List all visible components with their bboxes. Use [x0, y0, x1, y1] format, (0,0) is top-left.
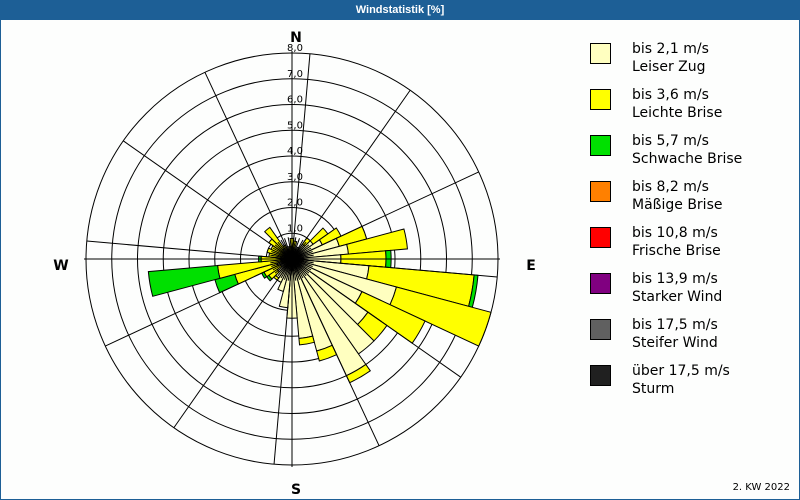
legend-swatch [590, 135, 611, 156]
grid-spoke [291, 89, 411, 260]
radial-tick-label: 8,0 [287, 43, 303, 54]
rose-segment [147, 264, 221, 297]
polar-spokes [84, 51, 500, 467]
legend-item-leiser-zug: bis 2,1 m/s Leiser Zug [590, 40, 790, 86]
grid-spoke [291, 258, 380, 446]
legend-label: Steifer Wind [632, 335, 718, 351]
legend-range: bis 2,1 m/s [632, 41, 709, 57]
grid-spoke [204, 72, 293, 260]
grid-spoke [105, 258, 293, 347]
legend-swatch [590, 43, 611, 64]
legend-item-maessige-brise: bis 8,2 m/s Mäßige Brise [590, 178, 790, 224]
legend-label: Schwache Brise [632, 151, 743, 167]
legend-item-frische-brise: bis 10,8 m/s Frische Brise [590, 224, 790, 270]
radial-tick-label: 5,0 [287, 120, 303, 131]
grid-spoke [291, 258, 462, 378]
grid-spoke [273, 258, 293, 465]
legend-item-starker-wind: bis 13,9 m/s Starker Wind [590, 270, 790, 316]
legend-range: bis 10,8 m/s [632, 225, 718, 241]
legend-swatch [590, 319, 611, 340]
legend-item-leichte-brise: bis 3,6 m/s Leichte Brise [590, 86, 790, 132]
legend-label: Mäßige Brise [632, 197, 723, 213]
legend-label: Frische Brise [632, 243, 721, 259]
compass-south-label: S [291, 482, 301, 498]
legend-range: bis 8,2 m/s [632, 179, 709, 195]
chart-title: Windstatistik [%] [0, 0, 800, 20]
legend-label: Starker Wind [632, 289, 723, 305]
legend-label: Leiser Zug [632, 59, 706, 75]
legend-label: Sturm [632, 381, 675, 397]
grid-spoke [291, 171, 479, 260]
radial-tick-label: 1,0 [287, 223, 303, 234]
rose-segment [346, 228, 408, 255]
rose-segment [389, 286, 492, 347]
radial-tick-label: 2,0 [287, 198, 303, 209]
radial-tick-label: 4,0 [287, 146, 303, 157]
legend-item-steifer-wind: bis 17,5 m/s Steifer Wind [590, 316, 790, 362]
grid-spoke [86, 240, 293, 260]
legend-range: bis 13,9 m/s [632, 271, 718, 287]
compass-north-label: N [290, 30, 302, 46]
grid-spoke [122, 140, 293, 260]
legend-swatch [590, 273, 611, 294]
legend-swatch [590, 227, 611, 248]
legend-swatch [590, 89, 611, 110]
center-hub [286, 253, 298, 265]
legend-range: bis 17,5 m/s [632, 317, 718, 333]
rose-segment [316, 344, 338, 362]
radial-tick-label: 3,0 [287, 172, 303, 183]
rose-segment [298, 335, 315, 346]
compass-east-label: E [526, 258, 536, 274]
legend-item-sturm: über 17,5 m/s Sturm [590, 362, 790, 408]
legend-label: Leichte Brise [632, 105, 723, 121]
legend-item-schwache-brise: bis 5,7 m/s Schwache Brise [590, 132, 790, 178]
compass-west-label: W [53, 258, 68, 274]
period-label: 2. KW 2022 [732, 482, 790, 493]
legend-swatch [590, 181, 611, 202]
legend: bis 2,1 m/s Leiser Zug bis 3,6 m/s Leichte… [590, 40, 790, 408]
legend-swatch [590, 365, 611, 386]
radial-tick-labels: 1,0 2,0 3,0 4,0 5,0 6,0 7,0 8,0 [287, 43, 303, 234]
legend-range: über 17,5 m/s [632, 363, 730, 379]
grid-spoke [173, 258, 293, 429]
grid-spoke [291, 258, 498, 278]
legend-range: bis 3,6 m/s [632, 87, 709, 103]
legend-range: bis 5,7 m/s [632, 133, 709, 149]
grid-spoke [291, 53, 311, 260]
radial-tick-label: 6,0 [287, 95, 303, 106]
radial-tick-label: 7,0 [287, 69, 303, 80]
